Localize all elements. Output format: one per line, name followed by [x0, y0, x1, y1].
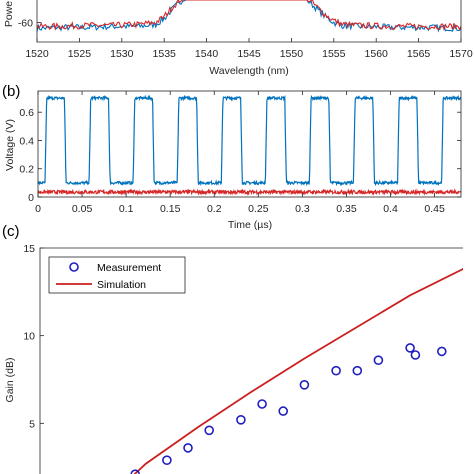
- measurement-point: [278, 406, 289, 416]
- measurement-point: [183, 443, 193, 453]
- panel-b-y-tick-label: 0.4: [19, 135, 34, 147]
- panel-a-spectrum: 1520 1525 1530 1535 1540 1545 1550 1555 1560 1565…: [3, 0, 473, 77]
- panel-a-x-tick-label: 1520: [25, 48, 49, 60]
- panel-b-x-tick-label: 0.45: [424, 203, 445, 215]
- measurement-point: [299, 379, 310, 390]
- measurement-point: [410, 350, 421, 360]
- panel-c-y-tick-label: 15: [23, 243, 35, 255]
- measurement-point: [470, 319, 474, 327]
- panel-b-y-tick-label: 0.6: [19, 107, 34, 119]
- voltage-series-blue: [37, 94, 462, 187]
- panel-a-x-tick-label: 1550: [280, 48, 304, 60]
- panel-a-x-tick-label: 1530: [110, 48, 134, 60]
- panel-b-x-tick-label: 0.3: [295, 203, 310, 215]
- panel-b-x-tick-label: 0.2: [207, 203, 222, 215]
- panel-c-gain: 5 10 15 Gain (dB) (c) Measurement Simulation: [2, 223, 474, 474]
- panel-b-x-tick-label: 0.25: [248, 203, 269, 215]
- panel-b-x-tick-label: 0.15: [160, 203, 181, 215]
- measurement-point: [257, 399, 267, 409]
- measurement-point: [352, 365, 363, 376]
- measurement-point: [373, 355, 384, 366]
- measurement-point: [236, 414, 246, 425]
- panel-b-x-tick-label: 0.1: [119, 203, 134, 215]
- measurement-point: [331, 365, 341, 376]
- panel-a-y-axis-label: Powe: [3, 1, 15, 27]
- panel-b-axes-box: [37, 90, 462, 198]
- measurement-point: [130, 469, 140, 474]
- simulation-line: [133, 267, 463, 474]
- panel-c-y-axis-label: Gain (dB): [4, 358, 16, 403]
- spectrum-series-2: [36, 0, 462, 32]
- panel-c-y-tick-label: 5: [29, 418, 35, 430]
- panel-a-x-tick-label: 1545: [237, 48, 261, 60]
- measurement-point: [162, 455, 172, 466]
- panel-a-axes-box: [36, 0, 462, 43]
- legend-measurement-marker: [69, 262, 79, 272]
- voltage-series-red: [37, 188, 462, 196]
- measurement-points: [130, 319, 474, 474]
- panel-b-y-tick-label: 0.2: [19, 164, 34, 176]
- panel-a-y-tick-label: -60: [18, 17, 33, 29]
- legend-measurement-label: Measurement: [97, 262, 161, 274]
- panel-a-x-axis-label: Wavelength (nm): [209, 65, 289, 77]
- panel-b-voltage: 0 0.05 0.1 0.15 0.2 0.25 0.3 0.35 0.4 0.45 0 0.2 0.4…: [2, 83, 462, 231]
- panel-b-x-tick-label: 0.05: [72, 203, 93, 215]
- panel-b-y-tick-label: 0: [28, 192, 34, 204]
- panel-b-x-tick-label: 0: [35, 203, 41, 215]
- panel-b-x-tick-label: 0.4: [383, 203, 398, 215]
- panel-a-x-tick-label: 1540: [195, 48, 219, 60]
- panel-b-y-axis-label: Voltage (V): [4, 119, 16, 171]
- legend: Measurement Simulation: [48, 256, 186, 294]
- panel-b-x-tick-label: 0.35: [336, 203, 357, 215]
- panel-a-x-tick-label: 1525: [68, 48, 92, 60]
- panel-a-x-tick-label: 1535: [153, 48, 177, 60]
- panel-a-x-tick-label: 1560: [365, 48, 389, 60]
- panel-c-label: (c): [2, 223, 20, 240]
- panel-b-x-axis-label: Time (µs): [228, 219, 272, 231]
- panel-b-label: (b): [2, 83, 20, 100]
- panel-a-x-tick-label: 1570: [449, 48, 473, 60]
- panel-a-x-tick-label: 1565: [407, 48, 431, 60]
- panel-c-y-tick-label: 10: [23, 331, 35, 343]
- measurement-point: [204, 425, 214, 436]
- legend-simulation-label: Simulation: [97, 279, 146, 291]
- measurement-point: [436, 346, 447, 357]
- panel-a-x-tick-label: 1555: [322, 48, 346, 60]
- measurement-point: [405, 343, 415, 353]
